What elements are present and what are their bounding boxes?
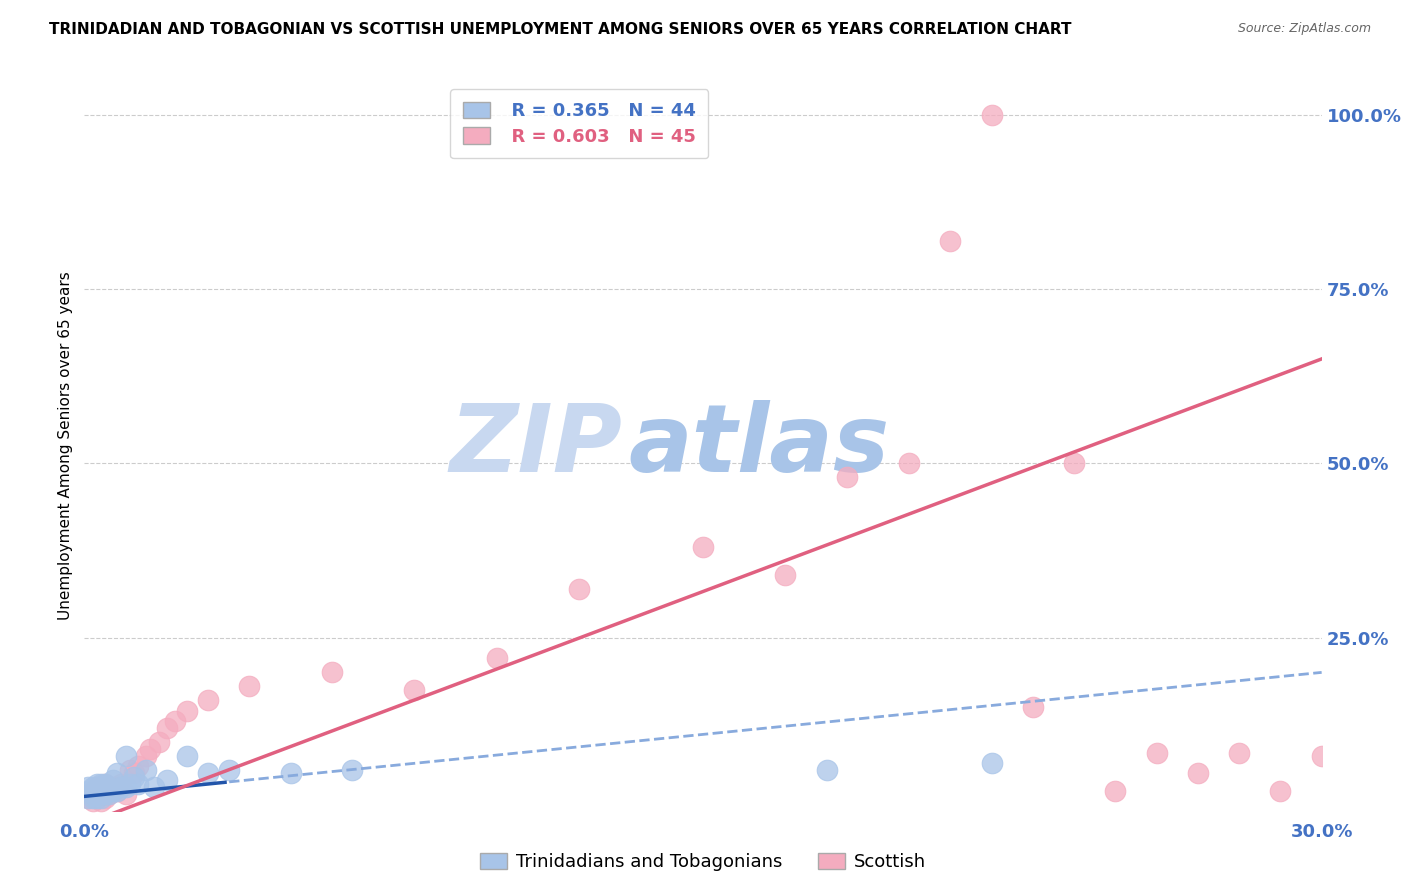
Point (980, 756, 1002, 770)
Point (485, 651, 508, 665)
Point (77, 790, 100, 805)
Point (1146, 746, 1168, 760)
Legend:   R = 0.365   N = 44,   R = 0.603   N = 45: R = 0.365 N = 44, R = 0.603 N = 45 (450, 89, 709, 159)
Point (118, 763, 141, 777)
Point (103, 784, 125, 798)
Point (86, 784, 108, 798)
Point (110, 777, 132, 791)
Text: ZIP: ZIP (450, 400, 623, 492)
Point (103, 780, 125, 795)
Point (122, 766, 145, 780)
Point (1022, 700, 1045, 714)
Point (86, 780, 108, 795)
Point (165, 714, 187, 728)
Point (114, 787, 136, 801)
Point (86, 790, 108, 805)
Point (90, 780, 112, 795)
Point (127, 759, 149, 773)
Point (197, 693, 219, 707)
Point (98, 787, 121, 801)
Point (98, 787, 121, 801)
Point (139, 742, 162, 756)
Point (176, 704, 198, 718)
Point (775, 567, 797, 582)
Point (94, 787, 117, 801)
Point (94, 777, 117, 791)
Point (692, 540, 714, 554)
Point (980, 108, 1002, 122)
Point (1227, 746, 1250, 760)
Point (898, 457, 921, 471)
Point (82, 790, 104, 805)
Point (197, 766, 219, 780)
Text: TRINIDADIAN AND TOBAGONIAN VS SCOTTISH UNEMPLOYMENT AMONG SENIORS OVER 65 YEARS : TRINIDADIAN AND TOBAGONIAN VS SCOTTISH U… (49, 22, 1071, 37)
Point (98, 784, 121, 798)
Point (77, 784, 100, 798)
Point (404, 682, 426, 697)
Point (77, 780, 100, 795)
Point (94, 790, 117, 805)
Point (105, 784, 128, 798)
Point (86, 790, 108, 805)
Legend: Trinidadians and Tobagonians, Scottish: Trinidadians and Tobagonians, Scottish (472, 846, 934, 879)
Point (568, 582, 591, 596)
Point (105, 784, 128, 798)
Point (94, 784, 117, 798)
Point (86, 780, 108, 795)
Point (1187, 766, 1209, 780)
Point (105, 766, 128, 780)
Point (238, 679, 260, 693)
Point (98, 780, 121, 795)
Point (82, 794, 104, 808)
Point (135, 763, 157, 777)
Point (321, 665, 343, 680)
Point (114, 749, 136, 764)
Point (103, 773, 125, 788)
Point (98, 784, 121, 798)
Point (94, 777, 117, 791)
Point (90, 787, 112, 801)
Point (82, 784, 104, 798)
Point (90, 794, 112, 808)
Point (86, 787, 108, 801)
Point (110, 780, 132, 795)
Text: atlas: atlas (628, 400, 890, 492)
Point (1063, 457, 1085, 471)
Point (135, 749, 157, 764)
Point (143, 780, 166, 795)
Point (837, 470, 859, 484)
Point (90, 784, 112, 798)
Point (156, 721, 179, 735)
Text: Source: ZipAtlas.com: Source: ZipAtlas.com (1237, 22, 1371, 36)
Point (1310, 749, 1333, 764)
Point (118, 777, 141, 791)
Point (86, 777, 108, 791)
Point (82, 784, 104, 798)
Point (94, 787, 117, 801)
Point (90, 790, 112, 805)
Point (94, 780, 117, 795)
Point (280, 766, 302, 780)
Point (127, 777, 149, 791)
Point (1104, 784, 1126, 798)
Point (90, 777, 112, 791)
Point (342, 763, 364, 777)
Point (82, 787, 104, 801)
Point (176, 749, 198, 764)
Point (82, 780, 104, 795)
Point (90, 784, 112, 798)
Point (1270, 784, 1292, 798)
Point (218, 763, 240, 777)
Point (122, 770, 145, 784)
Y-axis label: Unemployment Among Seniors over 65 years: Unemployment Among Seniors over 65 years (58, 272, 73, 620)
Point (114, 780, 136, 795)
Point (815, 763, 838, 777)
Point (939, 234, 962, 248)
Point (148, 735, 170, 749)
Point (77, 790, 100, 805)
Point (156, 773, 179, 788)
